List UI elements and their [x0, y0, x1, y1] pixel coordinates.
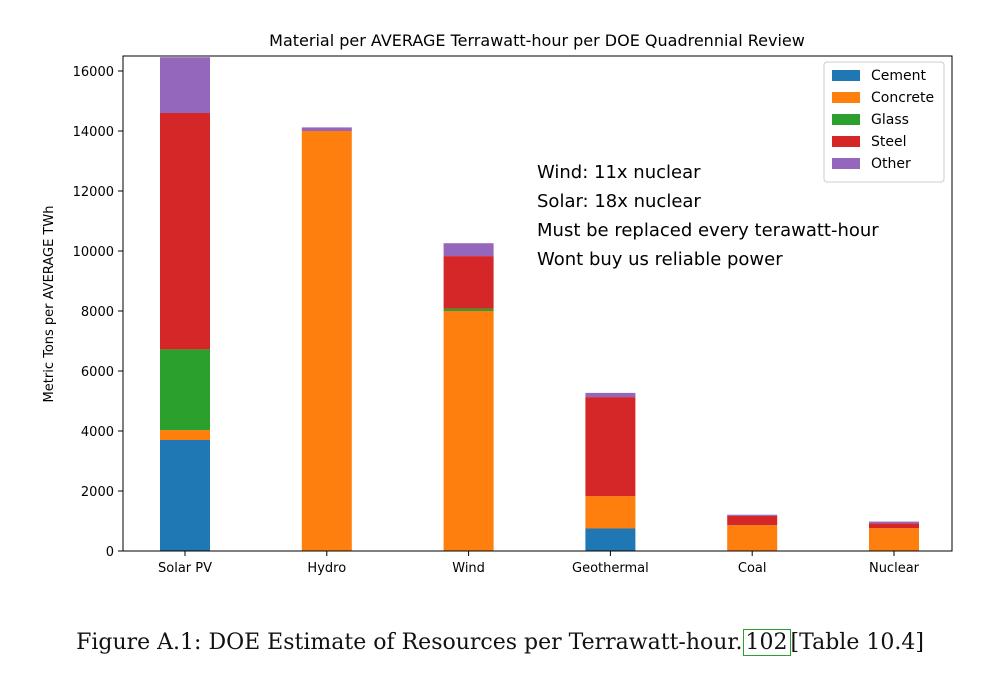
legend-swatch-other	[832, 158, 860, 169]
bar-solar-pv-cement	[160, 440, 210, 551]
y-tick-label: 14000	[73, 125, 114, 140]
annotations: Wind: 11x nuclear Solar: 18x nuclear Must …	[537, 162, 879, 270]
legend-label-cement: Cement	[871, 68, 927, 84]
bar-geothermal-steel	[585, 397, 636, 497]
annotation-line: Wind: 11x nuclear	[537, 162, 701, 183]
citation-link[interactable]: 102	[742, 629, 791, 656]
bar-wind-steel	[443, 256, 494, 309]
bar-hydro-concrete	[301, 131, 352, 551]
bar-wind-glass	[443, 308, 494, 311]
x-tick-label: Geothermal	[572, 561, 649, 576]
y-axis-label: Metric Tons per AVERAGE TWh	[42, 206, 57, 403]
y-tick-label: 10000	[73, 245, 114, 260]
y-tick-label: 6000	[81, 365, 114, 380]
bar-geothermal-cement	[585, 528, 636, 551]
bar-coal-other	[727, 514, 778, 516]
bar-nuclear-steel	[869, 523, 919, 529]
y-tick-label: 2000	[81, 485, 114, 500]
bar-nuclear-other	[869, 521, 919, 524]
y-tick-label: 12000	[73, 185, 114, 200]
bar-geothermal-concrete	[585, 496, 636, 529]
bar-wind-other	[443, 243, 494, 257]
x-tick-label: Solar PV	[158, 561, 212, 576]
plot-frame	[122, 55, 953, 552]
bar-coal-concrete	[727, 525, 778, 551]
x-tick-label: Hydro	[307, 561, 346, 576]
y-tick-label: 4000	[81, 425, 114, 440]
chart-title: Material per AVERAGE Terrawatt-hour per …	[269, 31, 805, 50]
bar-solar-pv-glass	[160, 349, 210, 431]
legend-swatch-glass	[832, 114, 860, 125]
bar-solar-pv-concrete	[160, 430, 210, 440]
annotation-line: Wont buy us reliable power	[537, 249, 783, 270]
legend-label-concrete: Concrete	[871, 90, 934, 106]
legend-label-other: Other	[871, 156, 911, 172]
bar-solar-pv-other	[160, 57, 210, 113]
legend-label-steel: Steel	[871, 134, 907, 150]
bar-coal-steel	[727, 515, 778, 526]
y-axis: 0 2000 4000 6000 8000 10000 12000 14000 16000	[73, 65, 123, 560]
figure-caption: Figure A.1: DOE Estimate of Resources pe…	[0, 629, 1000, 656]
x-tick-label: Wind	[452, 561, 485, 576]
y-tick-label: 8000	[81, 305, 114, 320]
y-tick-label: 0	[106, 545, 114, 560]
bar-wind-concrete	[443, 311, 494, 551]
bar-hydro-other	[301, 127, 352, 131]
bar-geothermal-other	[585, 392, 636, 398]
bar-solar-pv-steel	[160, 113, 210, 350]
bars-layer	[160, 57, 919, 551]
annotation-line: Solar: 18x nuclear	[537, 191, 701, 212]
legend-swatch-steel	[832, 136, 860, 147]
x-tick-label: Nuclear	[869, 561, 920, 576]
annotation-line: Must be replaced every terawatt-hour	[537, 220, 879, 241]
x-axis: Solar PV Hydro Wind Geothermal Coal Nuclear	[158, 551, 920, 576]
stacked-bar-chart: Material per AVERAGE Terrawatt-hour per …	[42, 31, 953, 576]
legend-label-glass: Glass	[871, 112, 909, 128]
bar-nuclear-concrete	[869, 528, 919, 551]
caption-text: Figure A.1: DOE Estimate of Resources pe…	[76, 630, 743, 655]
caption-table-ref: [Table 10.4]	[790, 630, 924, 655]
legend-swatch-cement	[832, 70, 860, 81]
y-tick-label: 16000	[73, 65, 114, 80]
legend: Cement Concrete Glass Steel Other	[823, 61, 945, 183]
legend-swatch-concrete	[832, 92, 860, 103]
x-tick-label: Coal	[738, 561, 767, 576]
